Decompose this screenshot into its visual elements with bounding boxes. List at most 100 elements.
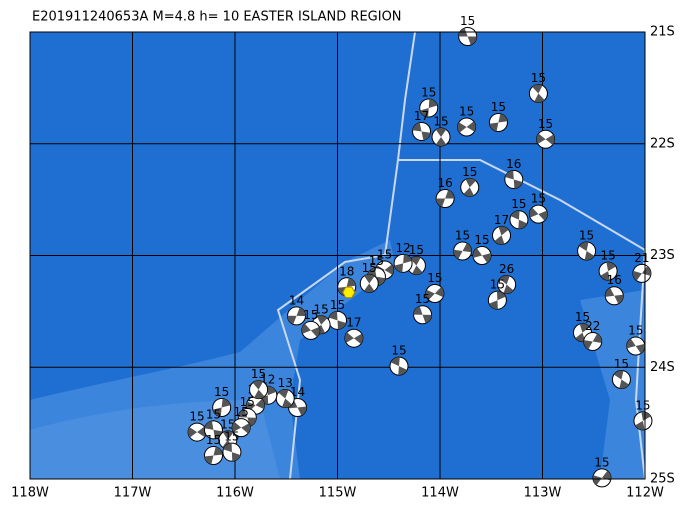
- beachball: [604, 286, 624, 306]
- beachball: [528, 204, 548, 224]
- ball-quadrant: [575, 323, 590, 342]
- beachball: [419, 98, 439, 118]
- beachball: [633, 411, 653, 431]
- ball-quadrant: [592, 470, 611, 486]
- ball-quadrant: [494, 226, 509, 245]
- ball-quadrant: [605, 287, 624, 304]
- depth-label: 15: [635, 398, 650, 412]
- ball-quadrant: [367, 267, 386, 286]
- beachball: [413, 305, 433, 325]
- beachball: [287, 306, 306, 326]
- ball-quadrant: [425, 287, 444, 300]
- ball-quadrant: [259, 386, 277, 405]
- depth-label: 15: [531, 71, 546, 85]
- beachball: [457, 117, 477, 137]
- depth-label: 15: [224, 430, 239, 444]
- ball-quadrant: [453, 243, 472, 259]
- depth-label: 15: [415, 292, 430, 306]
- ball-quadrant: [578, 242, 595, 261]
- depth-label: 13: [278, 376, 293, 390]
- beachball: [275, 389, 295, 409]
- ball-quadrant: [278, 389, 293, 408]
- ball-quadrant: [510, 210, 528, 229]
- beachball: [203, 446, 223, 466]
- ball-quadrant: [412, 122, 431, 141]
- beachball: [632, 263, 652, 283]
- ball-quadrant: [532, 84, 545, 103]
- ball-quadrant: [529, 207, 548, 221]
- beachball: [249, 380, 269, 400]
- ball-quadrant: [232, 421, 251, 434]
- beachball: [492, 225, 511, 245]
- beachball: [431, 127, 451, 147]
- ball-quadrant: [505, 170, 523, 189]
- beachball: [577, 241, 597, 261]
- y-tick-label: 23S: [650, 248, 675, 263]
- x-tick-label: 115W: [319, 486, 357, 501]
- beachball: [583, 332, 603, 352]
- ball-quadrant: [583, 333, 602, 350]
- ball-quadrant: [204, 420, 223, 439]
- beachball: [212, 397, 232, 417]
- beachball: [425, 283, 445, 303]
- ball-quadrant: [635, 411, 651, 430]
- depth-label: 14: [289, 293, 304, 307]
- ball-quadrant: [301, 323, 320, 338]
- ball-quadrant: [390, 357, 408, 376]
- depth-label: 15: [391, 344, 406, 358]
- beachball: [359, 273, 379, 293]
- beachball: [536, 129, 556, 149]
- depth-label: 17: [346, 316, 361, 330]
- ball-quadrant: [473, 248, 492, 263]
- beachball: [497, 275, 517, 295]
- ball-quadrant: [626, 338, 645, 354]
- depth-label: 15: [600, 249, 615, 263]
- beachball: [435, 189, 455, 209]
- beachball: [458, 26, 478, 46]
- depth-label: 16: [437, 176, 452, 190]
- y-tick-label: 21S: [650, 25, 675, 40]
- ball-quadrant: [632, 266, 651, 281]
- beachball: [453, 241, 473, 261]
- depth-label: 15: [251, 367, 266, 381]
- depth-label: 15: [303, 308, 318, 322]
- beachball: [472, 246, 492, 265]
- depth-label: 15: [240, 395, 255, 409]
- depth-label: 21: [634, 251, 649, 265]
- depth-label: 15: [538, 117, 553, 131]
- depth-label: 16: [506, 157, 521, 171]
- ball-quadrant: [188, 426, 207, 438]
- depth-label: 15: [427, 271, 442, 285]
- depth-label: 15: [460, 14, 475, 28]
- beachball: [488, 113, 508, 133]
- epicenter: [342, 286, 356, 299]
- depth-label: 15: [206, 433, 221, 447]
- ball-quadrant: [435, 128, 447, 147]
- ball-quadrant: [252, 380, 265, 399]
- x-tick-label: 118W: [11, 486, 49, 501]
- depth-label: 17: [494, 213, 509, 227]
- ball-quadrant: [394, 254, 412, 273]
- beachball: [509, 210, 529, 230]
- ball-quadrant: [363, 274, 375, 293]
- ball-quadrant: [420, 99, 438, 117]
- beachball: [389, 356, 409, 376]
- depth-label: 15: [594, 455, 609, 469]
- map-title: E201911240653A M=4.8 h= 10 EASTER ISLAND…: [32, 10, 402, 25]
- x-tick-label: 112W: [626, 486, 664, 501]
- depth-label: 15: [455, 229, 470, 243]
- depth-label: 15: [490, 278, 505, 292]
- depth-label: 15: [369, 254, 384, 268]
- beachball: [626, 336, 646, 356]
- ball-quadrant: [413, 306, 432, 324]
- depth-label: 15: [433, 115, 448, 129]
- depth-label: 15: [313, 302, 328, 316]
- beachball: [460, 177, 480, 197]
- depth-label: 15: [330, 298, 345, 312]
- beachball: [222, 442, 242, 462]
- ball-quadrant: [463, 178, 476, 197]
- depth-label: 18: [339, 264, 354, 278]
- depth-label: 12: [395, 241, 410, 255]
- x-tick-label: 116W: [216, 486, 254, 501]
